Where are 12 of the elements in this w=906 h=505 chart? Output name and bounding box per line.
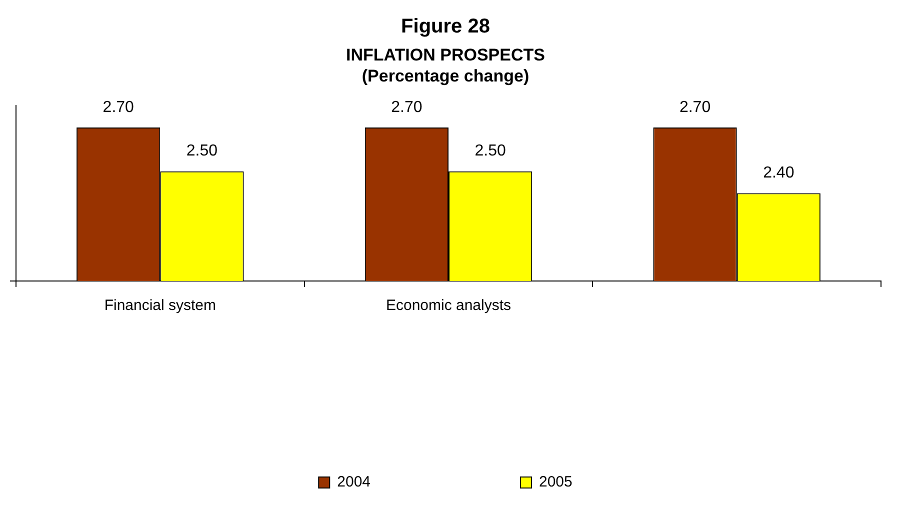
legend-label: 2004 (337, 474, 371, 491)
legend-label: 2005 (539, 474, 572, 491)
chart-subtitle: INFLATION PROSPECTS (Percentage change) (346, 45, 545, 86)
data-label: 2.70 (102, 98, 134, 116)
data-label: 2.50 (474, 142, 506, 160)
x-tick-label: Financial system (104, 297, 216, 314)
data-label: 2.70 (679, 98, 711, 116)
chart-title: Figure 28 (401, 16, 490, 38)
data-label: 2.40 (763, 164, 794, 182)
data-label: 2.50 (186, 142, 218, 160)
data-label: 2.70 (391, 98, 422, 116)
x-tick-label: Economic analysts (386, 297, 512, 314)
